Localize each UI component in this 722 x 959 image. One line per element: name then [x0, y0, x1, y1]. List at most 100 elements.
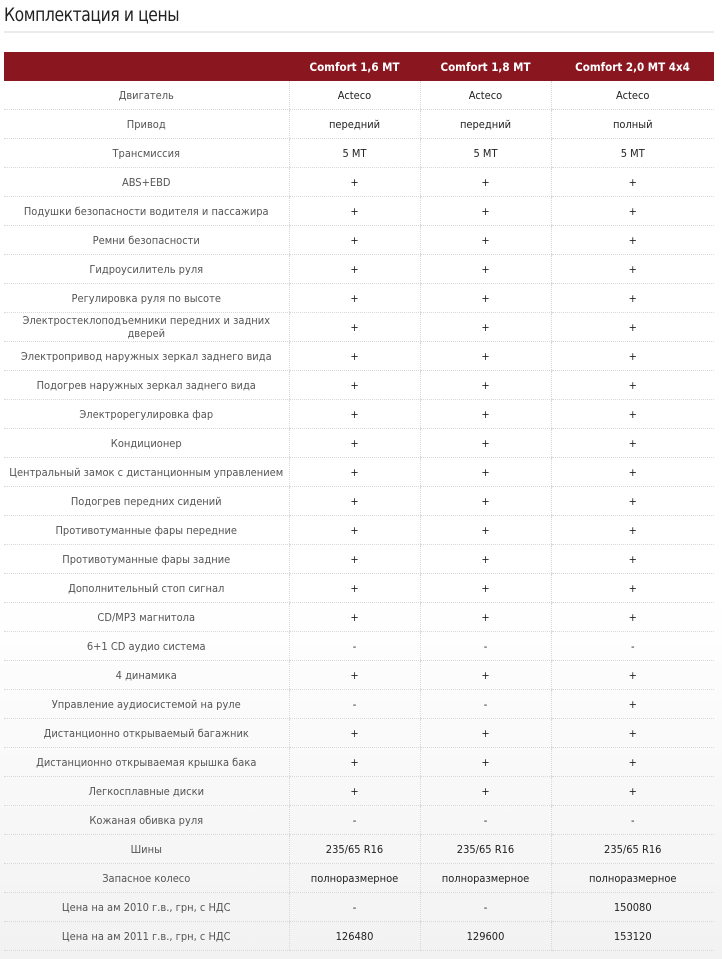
cell-value: полноразмерное: [419, 863, 551, 893]
cell-value: +: [419, 747, 551, 777]
feature-label: Двигатель: [4, 81, 289, 110]
cell-value: +: [419, 167, 551, 197]
cell-value: полноразмерное: [550, 863, 714, 893]
cell-value: -: [419, 631, 551, 661]
cell-value: 5 MT: [550, 138, 714, 168]
table-header-row: Comfort 1,6 MT Comfort 1,8 MT Comfort 2,…: [4, 52, 714, 81]
cell-value: полный: [550, 109, 714, 139]
table-row: Кондиционер + + +: [4, 428, 714, 458]
feature-label: Дистанционно открываемый багажник: [4, 718, 289, 748]
table-row: Электропривод наружных зеркал заднего ви…: [4, 341, 714, 371]
table-row: Управление аудиосистемой на руле - - +: [4, 689, 714, 719]
table-row: Двигатель Acteco Acteco Acteco: [4, 81, 714, 110]
cell-value: передний: [419, 109, 551, 139]
feature-label: Кондиционер: [4, 428, 289, 458]
table-row: Дистанционно открываемая крышка бака + + +: [4, 747, 714, 777]
feature-label: Противотуманные фары передние: [4, 515, 289, 545]
feature-label: 6+1 CD аудио система: [4, 631, 289, 661]
cell-value: +: [288, 602, 420, 632]
cell-value: +: [419, 254, 551, 284]
table-row: Шины 235/65 R16 235/65 R16 235/65 R16: [4, 834, 714, 864]
feature-label: ABS+EBD: [4, 167, 289, 197]
cell-value: 5 MT: [288, 138, 420, 168]
cell-value: +: [288, 341, 420, 371]
cell-value: 235/65 R16: [419, 834, 551, 864]
feature-label: Гидроусилитель руля: [4, 254, 289, 284]
feature-label: Подогрев наружных зеркал заднего вида: [4, 370, 289, 400]
feature-label: Подогрев передних сидений: [4, 486, 289, 516]
table-row: Подушки безопасности водителя и пассажир…: [4, 196, 714, 226]
cell-value: +: [550, 776, 714, 806]
feature-label: Электропривод наружных зеркал заднего ви…: [4, 341, 289, 371]
cell-value: +: [288, 573, 420, 603]
cell-value: +: [288, 399, 420, 429]
cell-value: +: [550, 718, 714, 748]
cell-value: +: [550, 486, 714, 516]
cell-value: -: [288, 805, 420, 835]
cell-value: +: [419, 515, 551, 545]
table-row: Электростеклоподъемники передних и задни…: [4, 312, 714, 342]
cell-value: +: [550, 312, 714, 342]
table-row: Центральный замок с дистанционным управл…: [4, 457, 714, 487]
table-row: Регулировка руля по высоте + + +: [4, 283, 714, 313]
table-row: Подогрев наружных зеркал заднего вида + + +: [4, 370, 714, 400]
cell-value: -: [550, 805, 714, 835]
cell-value: +: [288, 370, 420, 400]
cell-value: +: [550, 515, 714, 545]
cell-value: -: [288, 631, 420, 661]
table-row: Ремни безопасности + + +: [4, 225, 714, 255]
cell-value: +: [419, 312, 551, 342]
cell-value: +: [419, 486, 551, 516]
table-row: Подогрев передних сидений + + +: [4, 486, 714, 516]
cell-value: +: [288, 747, 420, 777]
cell-value: +: [550, 660, 714, 690]
cell-value: +: [288, 515, 420, 545]
feature-label: Трансмиссия: [4, 138, 289, 168]
cell-value: +: [419, 776, 551, 806]
feature-label: Электростеклоподъемники передних и задни…: [4, 312, 289, 342]
table-row: ABS+EBD + + +: [4, 167, 714, 197]
feature-label: Цена на ам 2011 г.в., грн, с НДС: [4, 921, 289, 951]
cell-value: +: [550, 283, 714, 313]
cell-value: +: [550, 370, 714, 400]
feature-label: Шины: [4, 834, 289, 864]
cell-value: -: [550, 631, 714, 661]
feature-label: Цена на ам 2010 г.в., грн, с НДС: [4, 892, 289, 922]
cell-value: +: [419, 544, 551, 574]
cell-value: 153120: [550, 921, 714, 951]
header-trim-2: Comfort 1,8 MT: [420, 52, 551, 81]
feature-label: Регулировка руля по высоте: [4, 283, 289, 313]
feature-label: Дополнительный стоп сигнал: [4, 573, 289, 603]
cell-value: +: [550, 573, 714, 603]
table-row: Цена на ам 2011 г.в., грн, с НДС 126480 12…: [4, 921, 714, 951]
cell-value: +: [288, 457, 420, 487]
cell-value: 235/65 R16: [550, 834, 714, 864]
feature-label: Электрорегулировка фар: [4, 399, 289, 429]
cell-value: +: [550, 167, 714, 197]
header-trim-3: Comfort 2,0 MT 4x4: [551, 52, 714, 81]
cell-value: +: [288, 776, 420, 806]
feature-label: Дистанционно открываемая крышка бака: [4, 747, 289, 777]
table-row: Гидроусилитель руля + + +: [4, 254, 714, 284]
table-row: 6+1 CD аудио система - - -: [4, 631, 714, 661]
cell-value: +: [550, 747, 714, 777]
feature-label: Центральный замок с дистанционным управл…: [4, 457, 289, 487]
cell-value: Acteco: [288, 81, 420, 110]
cell-value: +: [288, 312, 420, 342]
table-row: Запасное колесо полноразмерное полноразмер…: [4, 863, 714, 893]
table-row: Противотуманные фары передние + + +: [4, 515, 714, 545]
cell-value: Acteco: [419, 81, 551, 110]
cell-value: 235/65 R16: [288, 834, 420, 864]
cell-value: +: [419, 428, 551, 458]
cell-value: +: [550, 544, 714, 574]
cell-value: +: [288, 660, 420, 690]
cell-value: передний: [288, 109, 420, 139]
feature-label: Привод: [4, 109, 289, 139]
cell-value: +: [288, 544, 420, 574]
cell-value: +: [288, 167, 420, 197]
table-row: Противотуманные фары задние + + +: [4, 544, 714, 574]
cell-value: -: [288, 689, 420, 719]
table-row: Дистанционно открываемый багажник + + +: [4, 718, 714, 748]
feature-label: Противотуманные фары задние: [4, 544, 289, 574]
table-row: Привод передний передний полный: [4, 109, 714, 139]
